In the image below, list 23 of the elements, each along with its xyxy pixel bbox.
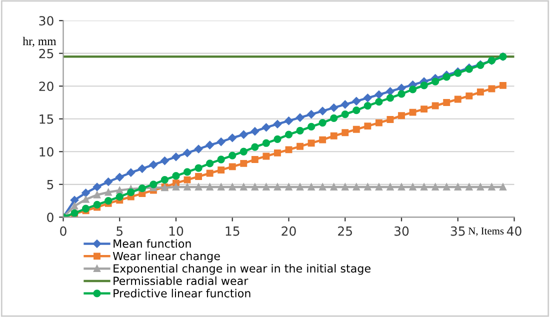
x-axis-title: N, Items xyxy=(468,228,504,236)
x-tick-label: 30 xyxy=(394,226,409,236)
y-tick-label: 25 xyxy=(39,48,54,58)
y-tick-label: 0 xyxy=(47,212,54,222)
y-tick-label: 20 xyxy=(39,82,54,92)
y-tick-label: 30 xyxy=(39,16,54,26)
x-tick-label: 5 xyxy=(116,226,123,236)
x-tick-label: 15 xyxy=(226,226,240,236)
x-tick-label: 25 xyxy=(338,226,352,236)
legend-label: Exponential change in wear in the initial stage xyxy=(114,264,370,275)
legend-label: Mean function xyxy=(114,239,191,248)
x-tick-label: 0 xyxy=(60,226,66,236)
x-tick-label: 35 xyxy=(450,226,465,236)
y-tick-label: 5 xyxy=(47,180,54,190)
legend-label: Permissiable radial wear xyxy=(114,276,248,286)
x-tick-label: 10 xyxy=(169,226,184,236)
x-tick-label: 20 xyxy=(282,226,296,236)
y-tick-label: 10 xyxy=(40,147,54,157)
y-tick-label: 15 xyxy=(40,114,54,124)
legend-label: Predictive linear function xyxy=(114,288,250,298)
x-tick-label: 40 xyxy=(506,226,522,236)
legend-label: Wear linear change xyxy=(112,252,220,262)
y-axis-title: hr, mm xyxy=(22,36,56,47)
